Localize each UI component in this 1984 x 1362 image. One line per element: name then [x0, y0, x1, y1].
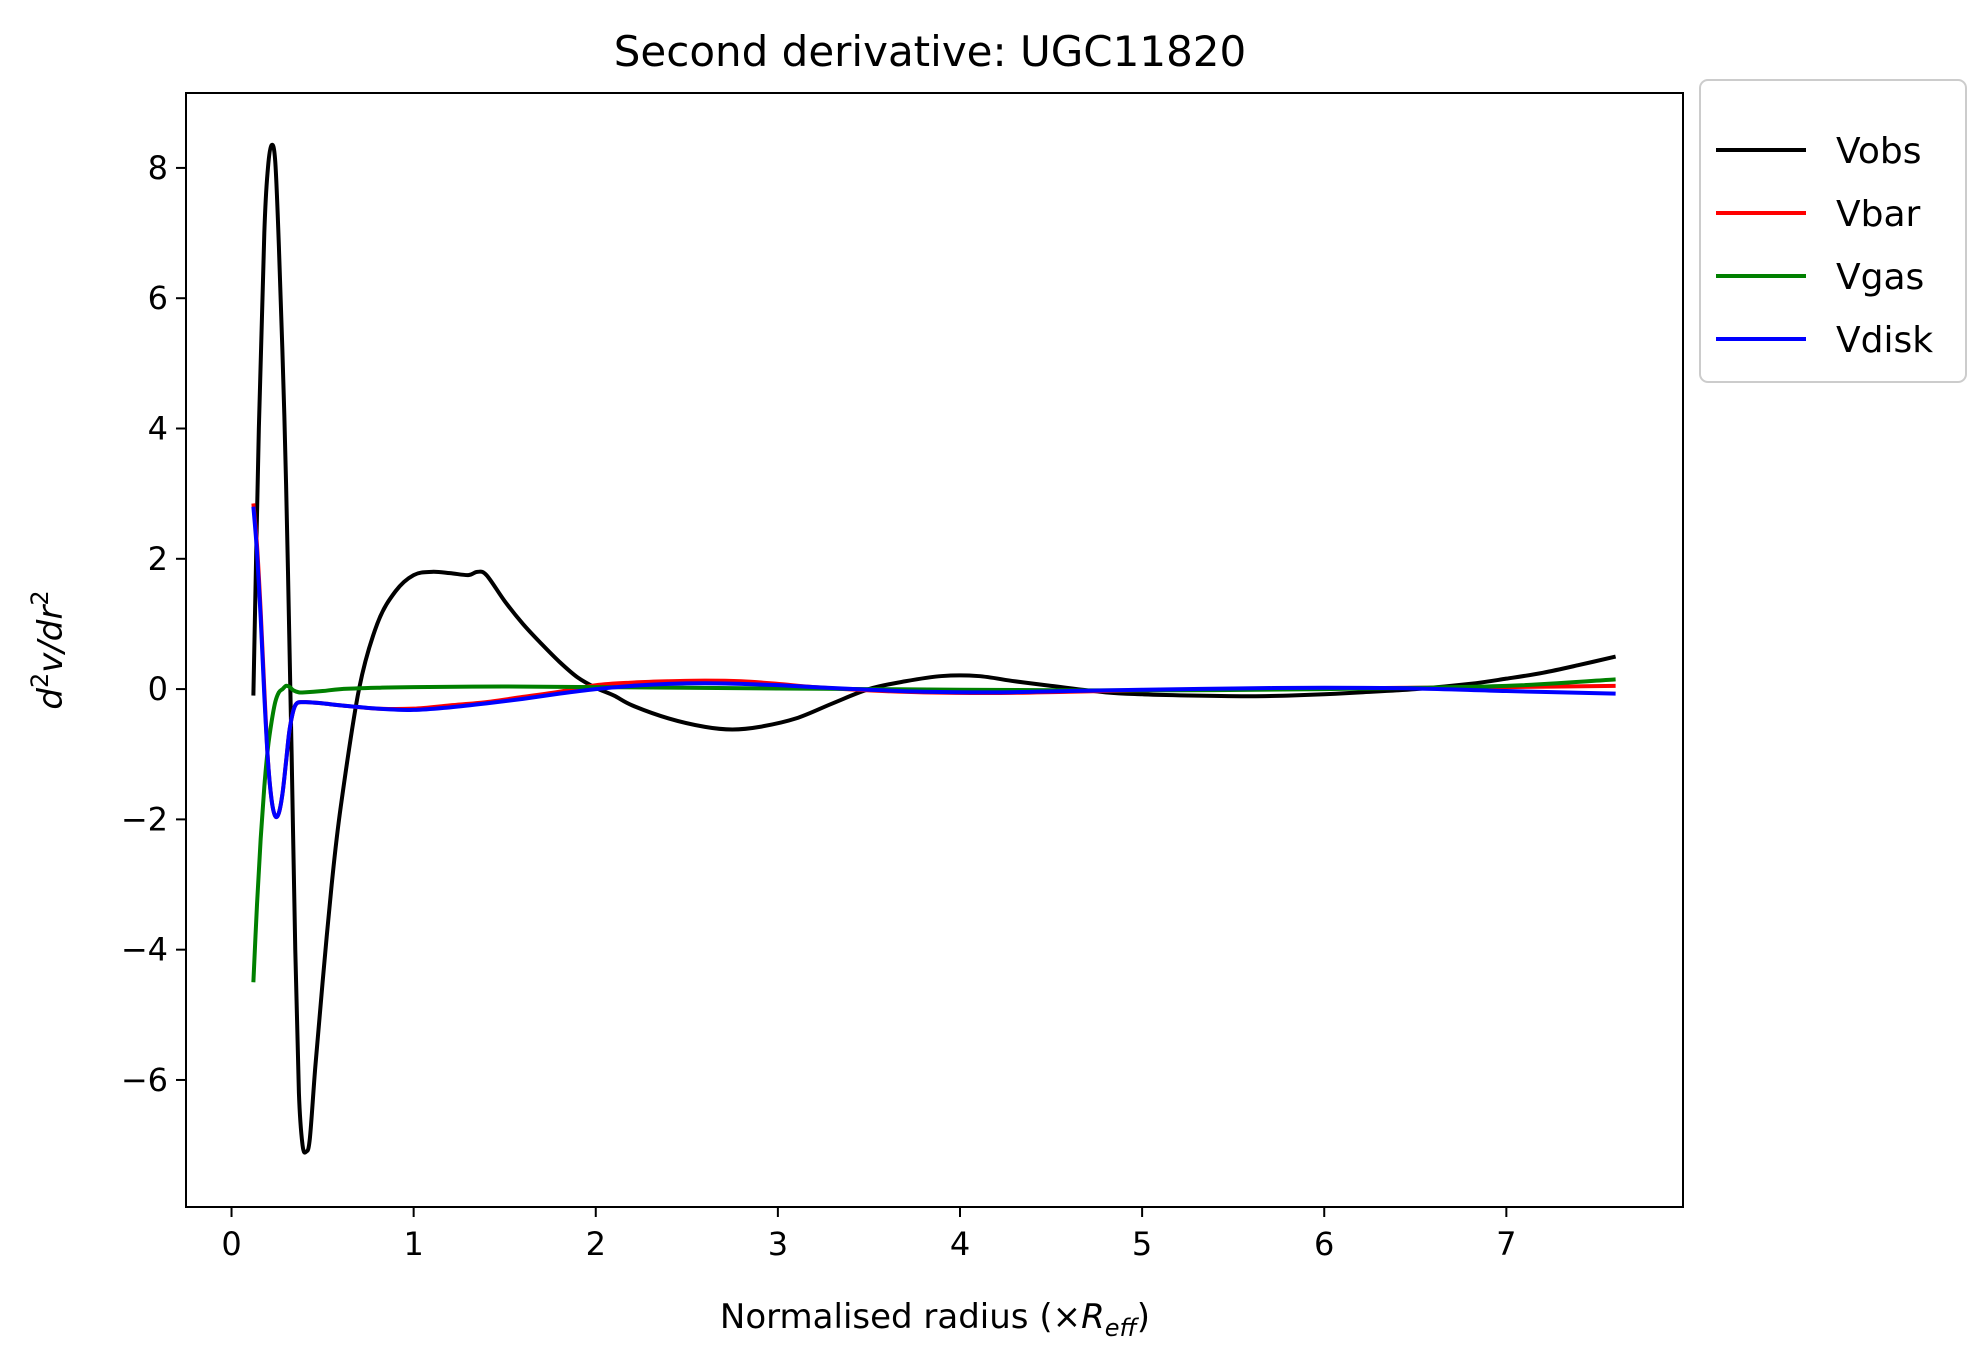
y-axis-label-vdr: v/dr: [31, 604, 71, 673]
legend-label-vbar: Vbar: [1836, 194, 1921, 235]
legend-label-vgas: Vgas: [1836, 257, 1924, 298]
x-tick-label: 5: [1132, 1225, 1152, 1263]
legend: Vobs Vbar Vgas Vdisk: [1699, 79, 1967, 383]
x-tick-label: 4: [950, 1225, 970, 1263]
y-tick-label: 6: [148, 279, 168, 317]
plot-frame: [185, 92, 1684, 1208]
series-line-vobs: [251, 142, 1617, 1155]
y-tick-label: 8: [148, 149, 168, 187]
y-tick-label: −2: [121, 800, 168, 838]
legend-label-vdisk: Vdisk: [1836, 320, 1933, 361]
y-axis-label-sup2: 2: [26, 590, 54, 605]
y-tick-label: 2: [148, 540, 168, 578]
x-tick-label: 7: [1496, 1225, 1516, 1263]
y-tick-label: −4: [121, 931, 168, 969]
x-axis-label-subscript: eff: [1105, 1314, 1140, 1342]
x-axis-label-symbol: R: [1081, 1297, 1105, 1337]
legend-box: [1699, 79, 1967, 383]
x-tick-label: 3: [768, 1225, 788, 1263]
y-axis-label-d: d: [31, 688, 71, 710]
x-tick-label: 6: [1314, 1225, 1334, 1263]
x-axis-label: Normalised radius (×Reff): [720, 1297, 1150, 1342]
y-axis-label-sup1: 2: [26, 673, 54, 688]
legend-label-vobs: Vobs: [1836, 131, 1921, 172]
x-axis-label-prefix: Normalised radius (×: [720, 1297, 1081, 1337]
y-axis: −6 −4 −2 0 2 4 6 8: [121, 149, 186, 1099]
x-axis: 0 1 2 3 4 5 6 7: [221, 1207, 1517, 1263]
y-axis-label: d2v/dr2: [26, 590, 71, 709]
x-tick-label: 0: [221, 1225, 241, 1263]
y-tick-label: −6: [121, 1061, 168, 1099]
y-tick-label: 4: [148, 410, 168, 448]
x-tick-label: 1: [403, 1225, 423, 1263]
chart-title: Second derivative: UGC11820: [614, 27, 1247, 76]
series-line-vdisk: [251, 506, 1616, 820]
y-tick-label: 0: [148, 670, 168, 708]
x-tick-label: 2: [586, 1225, 606, 1263]
x-axis-label-suffix: ): [1137, 1297, 1150, 1337]
series-group: [251, 142, 1617, 1155]
